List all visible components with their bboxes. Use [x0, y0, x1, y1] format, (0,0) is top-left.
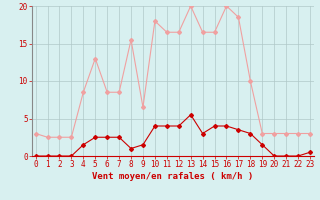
X-axis label: Vent moyen/en rafales ( km/h ): Vent moyen/en rafales ( km/h ) [92, 172, 253, 181]
